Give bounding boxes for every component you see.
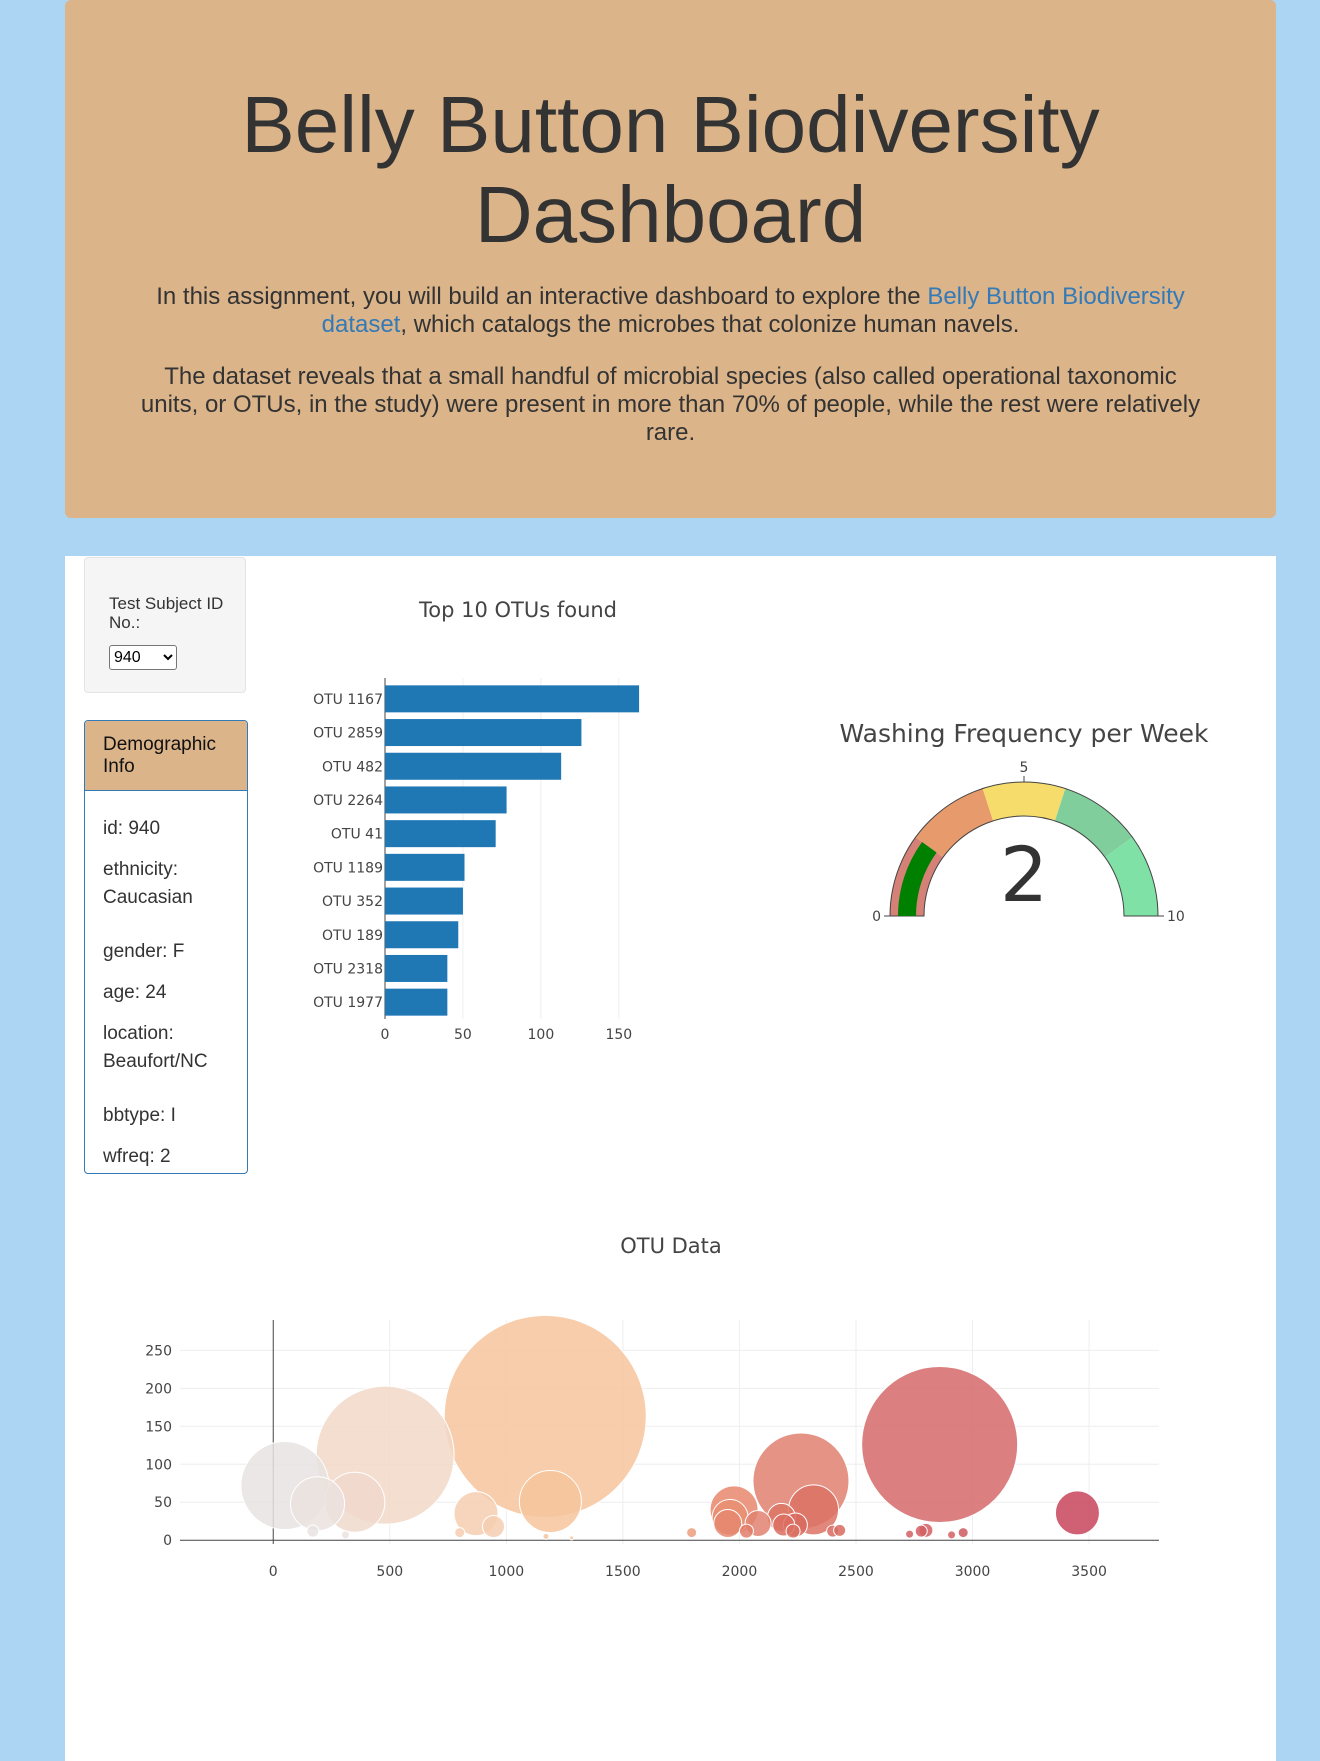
bubble-x-tick-label: 2500: [838, 1564, 874, 1580]
bubble-x-tick-label: 1000: [489, 1564, 525, 1580]
bubble-y-tick-label: 150: [145, 1419, 172, 1435]
bar-y-tick-label: OTU 482: [322, 759, 383, 775]
demographic-info-panel: Demographic Info id: 940 ethnicity: Cauc…: [84, 720, 248, 1174]
bubble-x-tick-label: 1500: [605, 1564, 641, 1580]
demographic-row: bbtype: I: [103, 1105, 176, 1126]
bubble-point[interactable]: [905, 1529, 915, 1539]
bubble-x-tick-label: 0: [269, 1564, 278, 1580]
bubble-y-tick-label: 0: [163, 1533, 172, 1549]
bubble-point[interactable]: [482, 1515, 506, 1539]
bubble-point[interactable]: [713, 1508, 743, 1538]
bubble-y-tick-label: 50: [154, 1495, 172, 1511]
bar-otu-1189[interactable]: [385, 853, 465, 881]
demographic-row: ethnicity: Caucasian: [103, 859, 193, 908]
top-otus-bar-chart: Top 10 OTUs found OTU 1167 OTU 2859 OTU 48…: [313, 598, 640, 1043]
bar-x-tick-label: 100: [528, 1027, 555, 1043]
bar-y-tick-label: OTU 2264: [313, 793, 383, 809]
gauge-value: 2: [1000, 830, 1048, 919]
bubble-y-tick-label: 250: [145, 1343, 172, 1359]
demographic-row: gender: F: [103, 941, 185, 962]
bar-otu-1167[interactable]: [385, 685, 640, 713]
bar-y-tick-label: OTU 1977: [313, 995, 383, 1011]
header-jumbotron: Belly Button Biodiversity Dashboard In t…: [65, 0, 1276, 518]
bar-y-tick-label: OTU 2859: [313, 726, 383, 742]
bar-y-tick-label: OTU 1167: [313, 692, 383, 708]
bubble-point[interactable]: [738, 1523, 754, 1539]
intro-text-after: , which catalogs the microbes that colon…: [400, 311, 1020, 338]
bubble-x-tick-label: 3000: [955, 1564, 991, 1580]
bar-otu-352[interactable]: [385, 887, 463, 915]
page-title: Belly Button Biodiversity Dashboard: [241, 80, 1100, 259]
bar-otu-2318[interactable]: [385, 954, 448, 982]
bubble-point[interactable]: [686, 1527, 698, 1539]
bubble-point[interactable]: [542, 1532, 550, 1540]
intro-text-before: In this assignment, you will build an in…: [156, 283, 928, 310]
gauge-tick-label: 0: [872, 909, 881, 925]
bubble-x-tick-label: 500: [376, 1564, 403, 1580]
bubble-point[interactable]: [290, 1476, 346, 1532]
intro-paragraph: In this assignment, you will build an in…: [135, 283, 1206, 339]
washing-frequency-gauge: Washing Frequency per Week 0 5 10 2: [840, 719, 1210, 925]
subject-selector-well: Test Subject ID No.: 940: [84, 557, 246, 693]
bar-otu-1977[interactable]: [385, 988, 448, 1016]
bar-y-tick-label: OTU 2318: [313, 961, 383, 977]
bubble-point[interactable]: [833, 1523, 847, 1537]
bubble-point[interactable]: [569, 1535, 575, 1541]
bubble-point[interactable]: [861, 1366, 1019, 1524]
gauge-outline: [889, 781, 1159, 917]
demographic-row: id: 940: [103, 818, 161, 839]
demographic-row: location: Beaufort/NC: [103, 1023, 208, 1072]
bubble-y-tick-label: 100: [145, 1457, 172, 1473]
gauge-tick-label: 10: [1167, 909, 1185, 925]
bar-x-tick-label: 150: [605, 1027, 632, 1043]
gauge-band: [1054, 788, 1133, 858]
dataset-description: The dataset reveals that a small handful…: [140, 363, 1201, 446]
demographic-info-heading: Demographic Info: [85, 721, 247, 791]
demographic-row: wfreq: 2: [103, 1146, 171, 1167]
bubble-point[interactable]: [306, 1524, 320, 1538]
demographic-row: age: 24: [103, 982, 167, 1003]
gauge-band: [1104, 837, 1158, 916]
bar-chart-title: Top 10 OTUs found: [418, 598, 617, 622]
dataset-link[interactable]: Belly Button Biodiversity dataset: [321, 283, 1185, 338]
gauge-title: Washing Frequency per Week: [840, 719, 1210, 748]
bubble-x-tick-label: 2000: [722, 1564, 758, 1580]
subject-id-select[interactable]: 940: [109, 645, 177, 670]
bubble-point[interactable]: [947, 1530, 957, 1540]
bar-y-tick-label: OTU 189: [322, 928, 383, 944]
bubble-point[interactable]: [914, 1524, 928, 1538]
bar-y-tick-label: OTU 41: [331, 827, 383, 843]
bar-otu-41[interactable]: [385, 820, 496, 848]
bar-otu-2264[interactable]: [385, 786, 507, 814]
gauge-tick-label: 5: [1020, 760, 1029, 776]
bar-otu-2859[interactable]: [385, 719, 582, 747]
gauge-band: [982, 782, 1066, 821]
subject-selector-label: Test Subject ID No.:: [109, 594, 224, 632]
bubble-y-tick-label: 200: [145, 1381, 172, 1397]
bubble-point[interactable]: [454, 1527, 466, 1539]
content-panel: [65, 556, 1276, 1761]
gauge-value-bar: [898, 841, 937, 916]
bubble-point[interactable]: [340, 1530, 350, 1540]
otu-bubble-chart: OTU Data 0 500 1000 1500 2000 2500 3000 3500 0 50…: [145, 1234, 1159, 1580]
bubble-point[interactable]: [518, 1469, 582, 1533]
gauge-band: [915, 788, 994, 858]
bubble-x-tick-label: 3500: [1071, 1564, 1107, 1580]
bubble-point[interactable]: [1054, 1490, 1100, 1536]
bar-otu-189[interactable]: [385, 921, 459, 949]
bar-x-tick-label: 50: [454, 1027, 472, 1043]
bubble-point[interactable]: [957, 1527, 969, 1539]
bar-y-tick-label: OTU 352: [322, 894, 383, 910]
bubble-chart-title: OTU Data: [620, 1234, 722, 1258]
bar-otu-482[interactable]: [385, 752, 562, 780]
bar-x-tick-label: 0: [381, 1027, 390, 1043]
bubble-point[interactable]: [785, 1523, 801, 1539]
bar-y-tick-label: OTU 1189: [313, 860, 383, 876]
